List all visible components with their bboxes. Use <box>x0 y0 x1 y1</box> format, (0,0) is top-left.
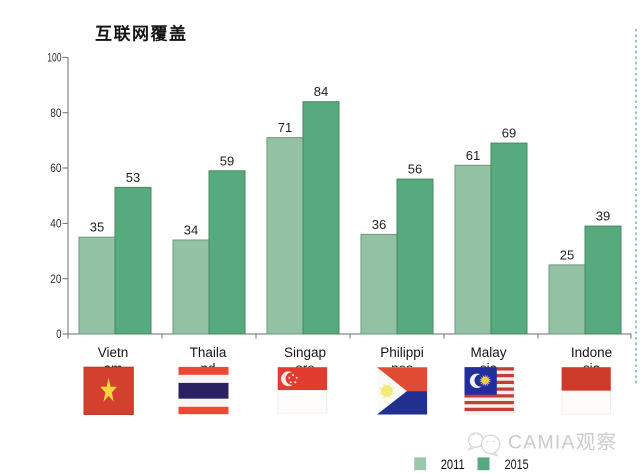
svg-text:71: 71 <box>278 120 292 135</box>
svg-text:2015: 2015 <box>505 456 529 472</box>
svg-text:69: 69 <box>502 126 516 141</box>
svg-text:CAMIA观察: CAMIA观察 <box>508 432 617 454</box>
svg-text:20: 20 <box>50 272 61 286</box>
svg-text:Thaila: Thaila <box>190 345 227 360</box>
svg-text:39: 39 <box>596 209 610 224</box>
svg-text:互联网覆盖: 互联网覆盖 <box>95 24 188 44</box>
svg-text:Vietn: Vietn <box>98 345 129 360</box>
svg-text:25: 25 <box>560 247 574 262</box>
svg-text:59: 59 <box>220 153 234 168</box>
svg-text:53: 53 <box>126 170 140 185</box>
svg-text:35: 35 <box>90 220 104 235</box>
svg-text:Singap: Singap <box>284 345 326 360</box>
svg-text:40: 40 <box>50 217 61 231</box>
svg-text:0: 0 <box>56 327 61 341</box>
svg-text:100: 100 <box>47 51 61 65</box>
svg-text:61: 61 <box>466 148 480 163</box>
svg-text:56: 56 <box>408 162 422 177</box>
svg-text:Malay: Malay <box>470 345 506 360</box>
svg-text:Indone: Indone <box>571 345 612 360</box>
svg-text:80: 80 <box>50 106 61 120</box>
svg-text:34: 34 <box>184 223 198 238</box>
svg-text:Philippi: Philippi <box>380 345 424 360</box>
svg-text:2011: 2011 <box>441 456 465 472</box>
svg-text:60: 60 <box>50 161 61 175</box>
svg-text:84: 84 <box>314 84 328 99</box>
svg-text:36: 36 <box>372 217 386 232</box>
